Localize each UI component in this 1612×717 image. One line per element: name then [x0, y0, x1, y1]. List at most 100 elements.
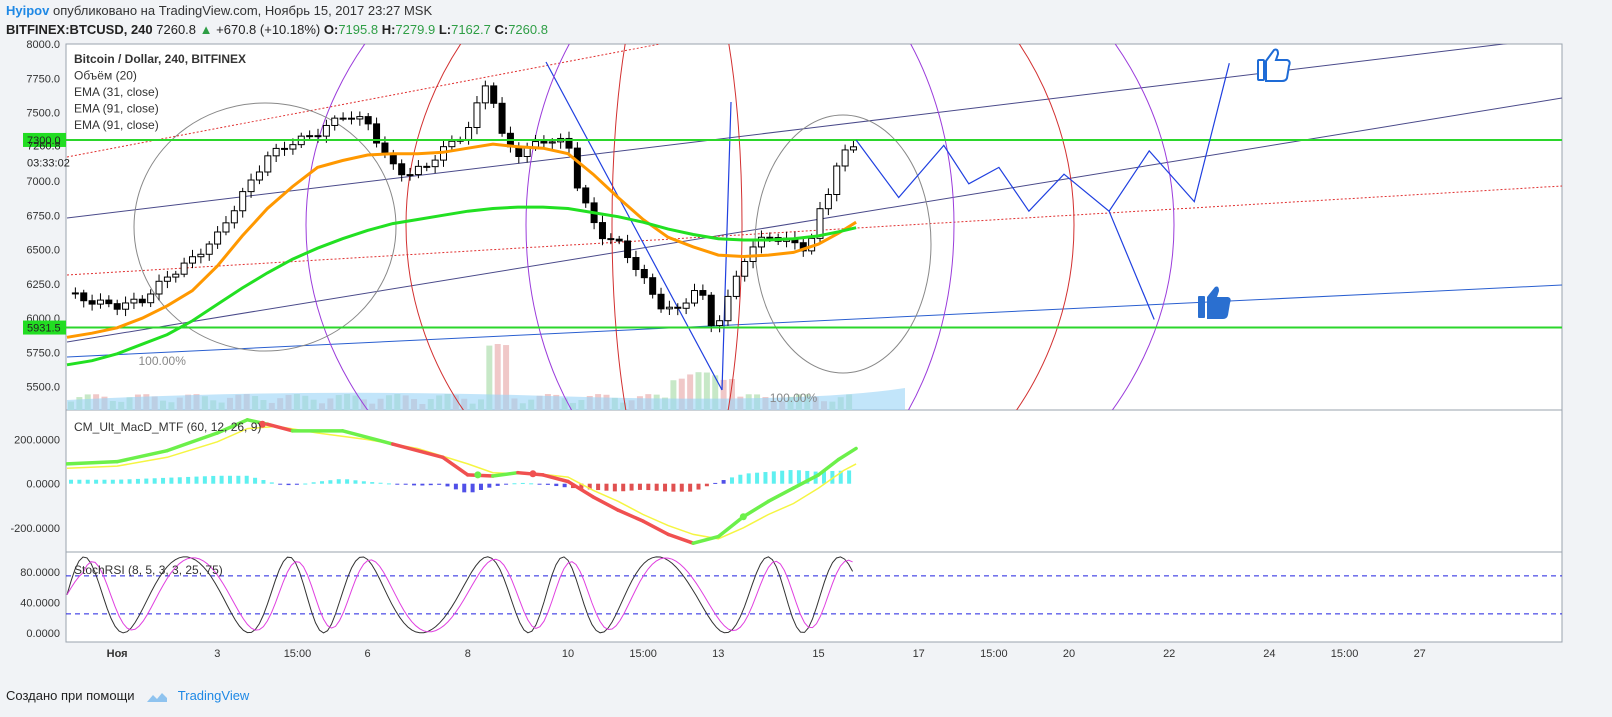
time-tick-label: 15:00	[284, 648, 312, 660]
macd-histogram-bar	[721, 480, 726, 484]
stoch-k-line[interactable]	[66, 556, 854, 634]
volume-bar	[678, 378, 685, 410]
macd-histogram-bar	[378, 482, 383, 484]
price-pane[interactable]	[65, 43, 1563, 411]
grey-ellipse[interactable]	[754, 114, 932, 374]
candle-body	[540, 141, 548, 144]
macd-histogram-bar	[278, 483, 283, 485]
candle-body	[347, 117, 355, 120]
macd-histogram-bar	[487, 483, 492, 488]
macd-histogram-bar	[437, 483, 442, 485]
price-tick-label: 8000.0	[26, 39, 60, 51]
macd-histogram-bar	[545, 483, 550, 485]
red-dotted-line-lower[interactable]	[66, 185, 1562, 276]
projection-path[interactable]	[1108, 210, 1155, 320]
macd-line-segment	[491, 470, 520, 478]
ema-31-line[interactable]	[66, 142, 857, 339]
chart-area[interactable]: 100.00% 100.00% 8000.0 7750.0 7500.0 7000.0 6…	[0, 0, 1612, 670]
thumbs-up-icon	[1257, 48, 1291, 82]
projection-path[interactable]	[855, 63, 1230, 213]
macd-histogram-bar	[704, 483, 709, 487]
close-label: C:	[494, 22, 509, 37]
macd-cross-dot	[739, 513, 747, 521]
macd-histogram-bar	[361, 481, 366, 484]
tradingview-logo-icon[interactable]	[146, 690, 168, 704]
price-label: 7260.8	[27, 140, 61, 152]
price-change: +670.8 (+10.18%)	[216, 22, 321, 37]
time-tick-label: 22	[1163, 648, 1175, 660]
candle-body	[849, 146, 857, 151]
volume-bar	[486, 345, 493, 410]
macd-histogram-bar	[512, 483, 517, 485]
open-label: O:	[323, 22, 339, 37]
swing-line[interactable]	[545, 61, 723, 391]
legend-entry[interactable]: Bitcoin / Dollar, 240, BITFINEX	[74, 52, 246, 66]
volume-average-area	[67, 388, 905, 410]
candle-body	[749, 246, 757, 262]
macd-histogram-bar	[186, 476, 191, 484]
macd-histogram-bar	[236, 475, 241, 484]
candle-body	[147, 293, 155, 304]
macd-histogram-bar	[211, 475, 216, 484]
volume-bar	[720, 379, 727, 410]
candle-body	[364, 116, 372, 125]
stoch-indicator-label[interactable]: StochRSI (8, 5, 3, 3, 25, 75)	[74, 563, 223, 577]
volume-bar	[494, 344, 501, 410]
price-tick-label: 5750.0	[26, 347, 60, 359]
fib-circle[interactable]	[305, 0, 1175, 585]
candle-body	[230, 210, 238, 224]
price-tick-label: 6750.0	[26, 210, 60, 222]
macd-histogram-bar	[478, 483, 483, 490]
time-tick-label: 15:00	[980, 648, 1008, 660]
macd-histogram-bar	[688, 483, 693, 492]
macd-signal-line[interactable]	[66, 425, 857, 540]
macd-histogram-bar	[830, 470, 835, 484]
macd-line-segment	[215, 418, 250, 435]
macd-histogram-bar	[412, 483, 417, 486]
macd-indicator-label[interactable]: CM_Ult_MacD_MTF (60, 12, 26, 9)	[74, 420, 261, 434]
legend-entry[interactable]: Объём (20)	[74, 69, 137, 83]
legend-entry[interactable]: EMA (91, close)	[74, 102, 159, 116]
candle-body	[473, 102, 481, 129]
macd-line-segment	[566, 479, 595, 499]
stoch-tick-label: 40.0000	[20, 597, 60, 609]
grey-ellipse[interactable]	[133, 102, 397, 352]
candle-body	[841, 149, 849, 167]
author-name[interactable]: Hyipov	[6, 3, 50, 18]
macd-histogram-bar	[119, 479, 124, 484]
macd-tick-label: 200.0000	[14, 435, 60, 447]
candle-body	[172, 273, 180, 278]
macd-line-segment	[390, 442, 445, 460]
price-label-box	[23, 320, 66, 335]
stoch-d-line[interactable]	[66, 557, 853, 633]
candle-body	[222, 222, 230, 233]
candle-body	[389, 153, 397, 165]
macd-histogram-bar	[152, 478, 157, 484]
swing-line[interactable]	[721, 101, 732, 391]
ema-91-line[interactable]	[66, 205, 857, 367]
fib-circle[interactable]	[525, 0, 955, 525]
candle-body	[665, 306, 673, 310]
price-tick-label: 7000.0	[26, 176, 60, 188]
macd-histogram-bar	[621, 483, 626, 492]
volume-bar	[712, 375, 719, 410]
macd-histogram-bar	[562, 483, 567, 488]
candle-body	[674, 306, 682, 309]
macd-histogram-bar	[788, 470, 793, 484]
stoch-pane[interactable]	[65, 551, 1563, 643]
candle-body	[130, 298, 138, 304]
blue-support-line[interactable]	[66, 284, 1562, 358]
red-dotted-line-upper[interactable]	[66, 44, 661, 158]
thumbs-down-icon	[1198, 286, 1231, 319]
legend-entry[interactable]: EMA (31, close)	[74, 85, 159, 99]
tradingview-brand[interactable]: TradingView	[177, 688, 250, 703]
macd-cross-dot	[474, 471, 482, 479]
macd-histogram-bar	[729, 477, 734, 484]
fib-circle[interactable]	[405, 0, 1075, 555]
macd-line-segment	[716, 515, 746, 539]
price-tick-label: 6500.0	[26, 245, 60, 257]
fib-circle[interactable]	[611, 0, 743, 525]
legend-entry[interactable]: EMA (91, close)	[74, 118, 159, 132]
time-tick-label: 20	[1063, 648, 1075, 660]
candle-body	[649, 277, 657, 295]
